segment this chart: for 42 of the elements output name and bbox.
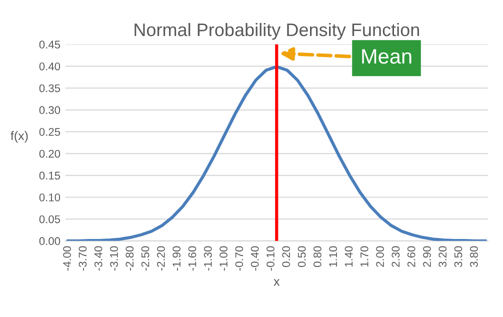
x-tick-label: 1.40 xyxy=(344,246,353,267)
x-tick-label: -0.70 xyxy=(235,246,244,271)
y-tick-label: 0.45 xyxy=(39,40,60,49)
x-tick-label: -1.30 xyxy=(204,246,212,271)
x-tick-label: 1.10 xyxy=(329,246,338,267)
x-tick-label: -1.60 xyxy=(188,246,196,271)
y-tick-label: 0.30 xyxy=(39,106,60,114)
y-tick-label: 0.10 xyxy=(39,194,60,202)
annotation: Mean xyxy=(362,49,412,64)
x-tick-label: 2.30 xyxy=(392,246,400,267)
line-series xyxy=(66,65,487,241)
y-axis-title: f(x) xyxy=(10,131,28,143)
y-tick-label: 0.35 xyxy=(39,84,60,92)
x-tick-label: 3.50 xyxy=(454,246,462,267)
x-tick-label: 2.60 xyxy=(407,246,416,267)
y-tick-label: 0.00 xyxy=(39,237,60,246)
x-tick-label: -0.10 xyxy=(266,246,274,271)
x-tick-label: -3.70 xyxy=(78,246,87,271)
y-tick-label: 0.25 xyxy=(39,128,60,136)
x-tick-label: -3.10 xyxy=(110,246,118,271)
x-axis-title: x xyxy=(274,279,280,286)
x-tick-label: -3.40 xyxy=(94,246,102,271)
x-tick-label: -4.00 xyxy=(63,246,71,271)
x-tick-label: -2.50 xyxy=(141,246,150,271)
x-tick-label: 1.70 xyxy=(360,246,368,267)
x-tick-label: 0.20 xyxy=(282,246,290,267)
x-tick-label: -0.40 xyxy=(250,246,259,271)
x-tick-label: 3.80 xyxy=(470,246,478,267)
x-tick-label: -1.00 xyxy=(220,246,228,271)
chart-title: Normal Probability Density Function xyxy=(134,22,419,40)
x-tick-label: 3.20 xyxy=(438,246,447,267)
y-tick-label: 0.20 xyxy=(39,150,60,158)
x-tick-label: 2.00 xyxy=(376,246,384,267)
y-tick-label: 0.05 xyxy=(39,215,60,224)
x-tick-label: -1.90 xyxy=(172,246,181,271)
y-tick-label: 0.40 xyxy=(39,62,60,70)
x-tick-label: 2.90 xyxy=(423,246,431,267)
x-tick-label: -2.80 xyxy=(126,246,134,271)
x-tick-label: 0.80 xyxy=(313,246,322,267)
x-tick-label: -2.20 xyxy=(157,246,165,271)
x-tick-label: 0.50 xyxy=(298,246,306,267)
y-tick-label: 0.15 xyxy=(39,172,60,180)
